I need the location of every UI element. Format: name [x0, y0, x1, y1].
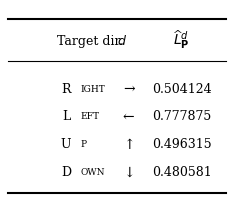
Text: R: R — [61, 83, 71, 96]
Text: IGHT: IGHT — [80, 85, 105, 94]
Text: OWN: OWN — [80, 168, 105, 177]
Text: 0.480581: 0.480581 — [152, 166, 212, 179]
Text: $d$: $d$ — [117, 34, 127, 48]
Text: ↓: ↓ — [123, 166, 134, 180]
Text: $\widehat{L}_{\mathbf{P}}^{d}$: $\widehat{L}_{\mathbf{P}}^{d}$ — [173, 28, 190, 51]
Text: 0.496315: 0.496315 — [152, 138, 212, 151]
Text: P: P — [80, 140, 86, 149]
Text: Target dir.: Target dir. — [57, 35, 127, 48]
Text: →: → — [123, 82, 134, 96]
Text: ←: ← — [123, 110, 134, 124]
Text: L: L — [62, 110, 70, 123]
Text: 0.504124: 0.504124 — [152, 83, 212, 96]
Text: D: D — [61, 166, 71, 179]
Text: ↑: ↑ — [123, 138, 134, 152]
Text: EFT: EFT — [80, 113, 99, 121]
Text: U: U — [61, 138, 71, 151]
Text: 0.777875: 0.777875 — [152, 110, 211, 123]
